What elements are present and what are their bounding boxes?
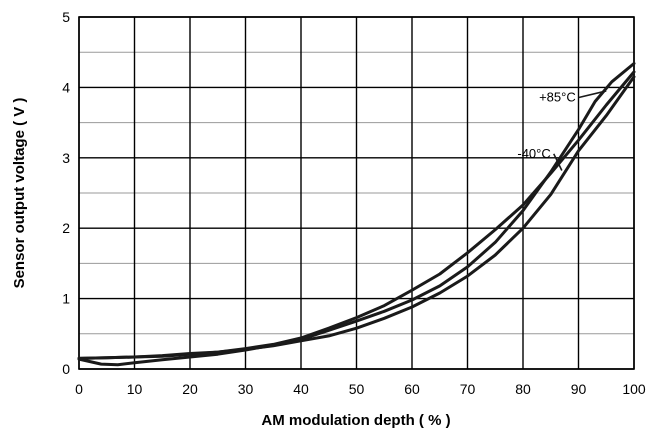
x-tick-label: 30 <box>238 381 254 397</box>
annotation-pointer <box>553 153 563 171</box>
y-tick-label: 3 <box>62 150 70 166</box>
y-axis-title: Sensor output voltage ( V ) <box>11 98 28 289</box>
series-layer <box>77 62 636 367</box>
y-tick-label: 2 <box>62 220 70 236</box>
x-axis-title: AM modulation depth ( % ) <box>261 412 450 429</box>
y-tick-label: 4 <box>62 79 70 95</box>
annotation-pointer <box>578 90 607 99</box>
y-tick-label: 1 <box>62 291 70 307</box>
x-tick-label: 0 <box>75 381 83 397</box>
tick-label-layer: 0 10 20 30 40 50 60 70 80 90 100 0 1 2 3 4 5 <box>62 9 646 397</box>
annotation-layer: +85°C -40°C <box>517 89 607 171</box>
x-tick-label: 50 <box>349 381 365 397</box>
x-tick-label: 80 <box>515 381 531 397</box>
x-tick-label: 10 <box>127 381 143 397</box>
plot-frame <box>78 16 635 370</box>
y-tick-label: 0 <box>62 361 70 377</box>
x-tick-label: 100 <box>622 381 646 397</box>
x-tick-label: 20 <box>182 381 198 397</box>
y-tick-label: 5 <box>62 9 70 25</box>
x-tick-label: 90 <box>571 381 587 397</box>
annotation-label: -40°C <box>517 146 550 161</box>
annotation-label: +85°C <box>539 89 576 104</box>
grid-layer <box>78 16 635 370</box>
x-tick-label: 60 <box>404 381 420 397</box>
series-line-3 <box>77 62 636 367</box>
x-tick-label: 70 <box>460 381 476 397</box>
x-tick-label: 40 <box>293 381 309 397</box>
